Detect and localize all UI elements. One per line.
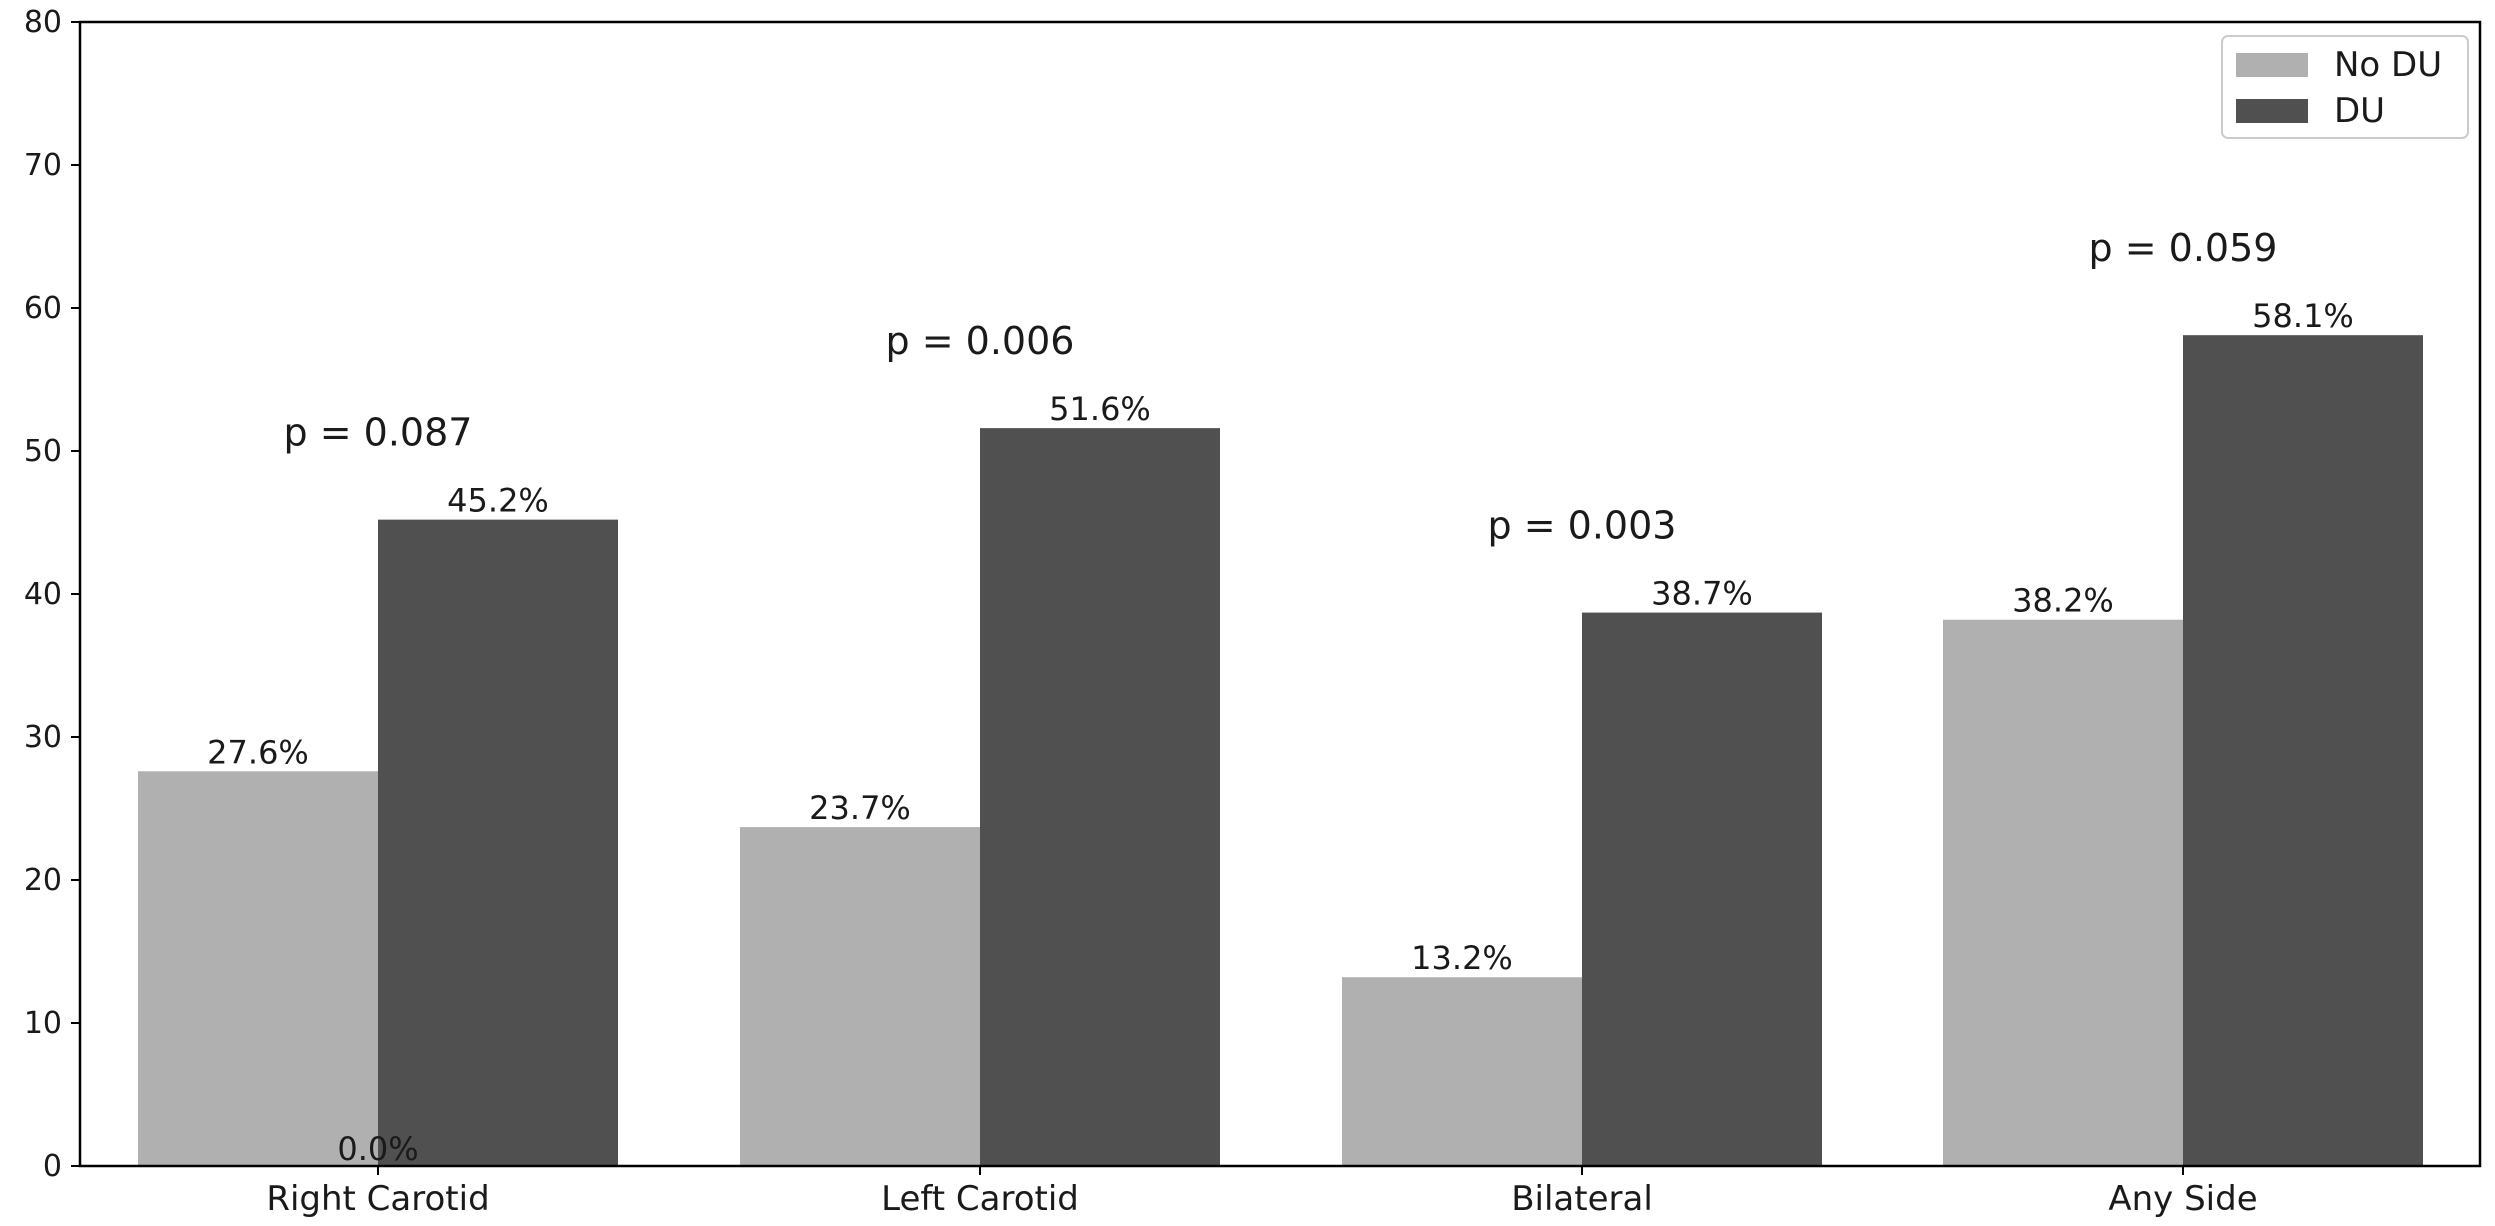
y-tick-label-70: 70	[24, 148, 62, 183]
x-axis: Right Carotid Left Carotid Bilateral Any Si…	[266, 1166, 2258, 1219]
x-tick-label-right-carotid: Right Carotid	[266, 1179, 489, 1219]
p-value-bilateral: p = 0.003	[1488, 504, 1677, 548]
y-tick-label-20: 20	[24, 863, 62, 898]
data-label-zero-annotation: 0.0%	[337, 1130, 418, 1168]
bar-no-du-bilateral	[1342, 977, 1582, 1166]
y-tick-label-40: 40	[24, 577, 62, 612]
data-labels: 27.6% 45.2% p = 0.087 23.7% 51.6% p = 0.006 13…	[207, 226, 2354, 1168]
x-tick-label-left-carotid: Left Carotid	[881, 1179, 1079, 1219]
data-label-du-bilateral: 38.7%	[1651, 575, 1753, 613]
bar-no-du-any-side	[1943, 619, 2183, 1166]
y-axis: 0 10 20 30 40 50 60 70 80	[24, 5, 80, 1184]
legend-label-no-du: No DU	[2334, 45, 2442, 85]
data-label-no-du-bilateral: 13.2%	[1411, 939, 1513, 977]
data-label-no-du-left-carotid: 23.7%	[809, 789, 911, 827]
p-value-right-carotid: p = 0.087	[284, 411, 473, 455]
data-label-du-any-side: 58.1%	[2252, 297, 2354, 335]
data-label-no-du-any-side: 38.2%	[2012, 582, 2114, 620]
bar-du-right-carotid	[378, 519, 618, 1166]
y-tick-label-60: 60	[24, 291, 62, 326]
legend-swatch-du	[2236, 99, 2308, 123]
data-label-du-right-carotid: 45.2%	[447, 482, 549, 520]
data-label-no-du-right-carotid: 27.6%	[207, 733, 309, 771]
bar-du-left-carotid	[980, 428, 1220, 1166]
y-tick-label-10: 10	[24, 1006, 62, 1041]
y-tick-label-0: 0	[43, 1149, 62, 1184]
x-tick-label-any-side: Any Side	[2108, 1179, 2257, 1219]
y-tick-label-30: 30	[24, 720, 62, 755]
data-label-du-left-carotid: 51.6%	[1049, 390, 1151, 428]
p-value-any-side: p = 0.059	[2089, 226, 2278, 270]
bar-du-bilateral	[1582, 612, 1822, 1166]
y-tick-label-50: 50	[24, 434, 62, 469]
p-value-left-carotid: p = 0.006	[886, 319, 1075, 363]
x-tick-label-bilateral: Bilateral	[1511, 1179, 1653, 1219]
legend-label-du: DU	[2334, 91, 2385, 131]
bar-no-du-right-carotid	[138, 771, 378, 1166]
y-tick-label-80: 80	[24, 5, 62, 40]
bars-layer	[138, 335, 2423, 1166]
legend: No DU DU	[2221, 35, 2469, 139]
bar-du-any-side	[2183, 335, 2423, 1166]
bar-no-du-left-carotid	[740, 827, 980, 1166]
legend-swatch-no-du	[2236, 53, 2308, 77]
